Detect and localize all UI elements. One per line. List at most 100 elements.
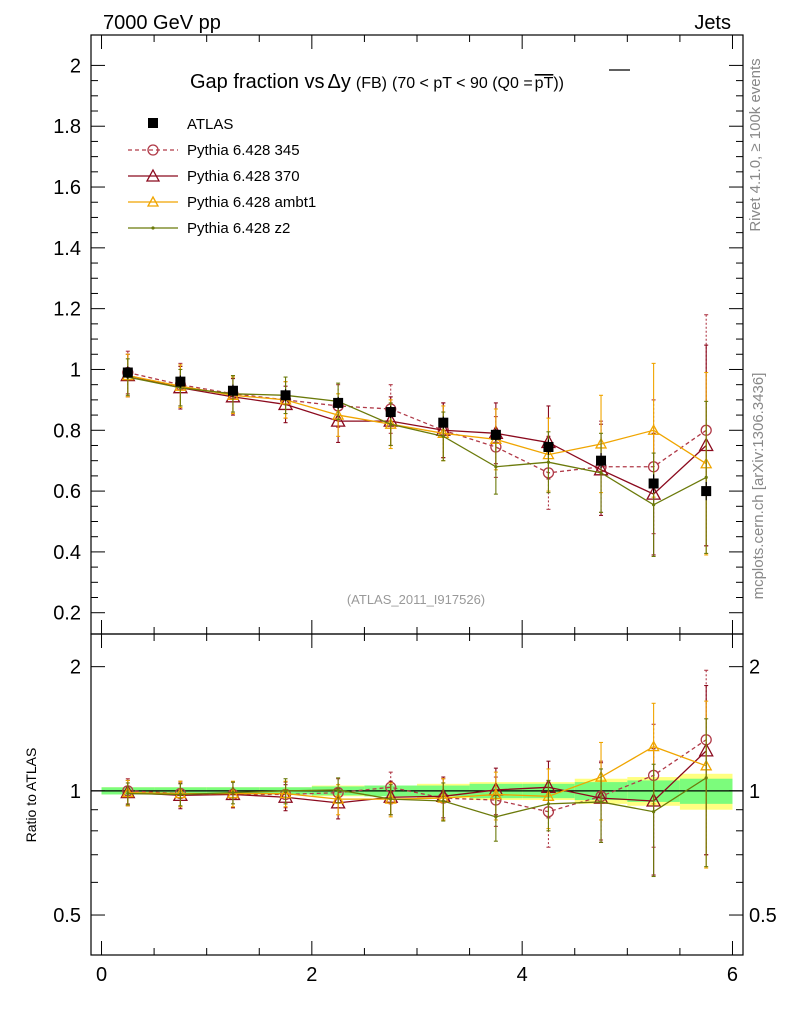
z2-point [389,797,393,801]
ratio-y-tick-label-right: 1 [749,781,760,803]
atlas-point [648,478,659,489]
mcplots-label: mcplots.cern.ch [arXiv:1306.3436] [750,373,767,600]
main-y-tick-label: 1.2 [53,299,81,321]
ratio-panel: 0.5 0.5 1 1 2 2 0 2 4 6 Ratio to ATLAS [23,633,777,986]
ratio-x-tick-label: 6 [727,964,738,986]
legend-atlas-label: ATLAS [187,116,233,133]
z2-point [599,471,603,475]
ratio-y-tick-labels: 0.5 0.5 1 1 2 2 [53,657,777,927]
ratio-y-axis-label: Ratio to ATLAS [23,748,39,843]
ratio-x-tick-label: 2 [306,964,317,986]
legend-370-marker [145,168,161,182]
z2-point [704,776,708,780]
ambt1-point [647,740,660,752]
main-y-tick-labels: 0.2 0.4 0.6 0.8 1 1.2 1.4 1.6 1.8 2 [53,55,81,624]
z2-point [546,802,551,806]
main-y-tick-label: 1.8 [53,116,81,138]
main-ambt1-line [127,374,707,465]
ratio-x-tick-label: 0 [96,964,107,986]
atlas-point [596,455,607,466]
atlas-point [385,407,396,418]
main-y-tick-label: 0.8 [53,420,81,442]
main-p370-line [127,374,707,495]
ratio-series-p345 [122,669,712,856]
header-right-label: Jets [694,12,731,34]
header-left-label: 7000 GeV pp [103,12,221,34]
legend-345-marker [147,144,159,156]
main-y-tick-label: 0.6 [53,481,81,503]
ratio-y-tick-label: 2 [70,657,81,679]
ratio-uncertainty-band [101,773,733,810]
z2-point [441,434,445,438]
z2-point [652,503,656,507]
z2-point [126,791,130,796]
atlas-point [280,390,291,401]
main-y-tick-label: 1.4 [53,238,81,260]
atlas-point [490,429,501,440]
z2-point [336,788,340,792]
title-part-3: (FB) [356,75,387,92]
z2-point [283,789,288,793]
main-p345-line [127,371,707,474]
z2-point [389,422,393,426]
ratio-series-z2 [125,718,709,878]
z2-point [441,799,445,803]
main-series-group [120,314,714,558]
z2-point [652,810,656,814]
z2-point [546,460,551,464]
atlas-point [227,385,238,396]
atlas-point [543,442,554,453]
ratio-z2-line [127,777,707,818]
z2-point [599,800,603,804]
atlas-point [122,367,133,378]
main-series-z2 [125,358,709,558]
main-z2-line [127,376,707,506]
ratio-x-tick-labels: 0 2 4 6 [96,964,738,986]
title-part-6: )) [553,75,564,92]
title-part-4: (70 < pT < 90 (Q0 = [392,75,533,92]
rivet-version-label: Rivet 4.1.0, ≥ 100k events [747,58,764,231]
main-y-tick-label: 1 [70,359,81,381]
legend-ambt1-marker [146,195,160,207]
legend-345-label: Pythia 6.428 345 [187,142,300,159]
ratio-y-tick-label: 1 [70,781,81,803]
main-series-p370 [120,344,714,556]
title-part-1: Gap fraction vs [190,71,325,93]
z2-point [494,815,498,819]
legend-370-label: Pythia 6.428 370 [187,168,300,185]
main-y-tick-label: 0.2 [53,603,81,625]
main-y-tick-label: 2 [70,55,81,77]
ratio-series-group [120,669,714,878]
legend-atlas-marker [148,118,158,128]
ratio-y-tick-label-right: 2 [749,657,760,679]
ratio-panel-frame [90,633,744,956]
legend-z2-marker [151,226,155,230]
legend: ATLAS Pythia 6.428 345 Pythia 6.428 370 … [128,116,316,237]
z2-point [231,791,235,795]
ratio-p370-line [127,750,707,804]
title-part-5: pT [535,75,554,92]
z2-point [494,465,498,469]
legend-z2-label: Pythia 6.428 z2 [187,220,290,237]
atlas-point [175,376,186,387]
main-series-atlas [122,366,712,501]
z2-point [178,792,182,797]
atlas-point [333,397,344,408]
main-axis-ticks [91,35,743,634]
main-y-tick-label: 0.4 [53,542,81,564]
atlas-point [701,486,712,497]
legend-ambt1-label: Pythia 6.428 ambt1 [187,194,316,211]
main-y-tick-label: 1.6 [53,177,81,199]
plot-title: Gap fraction vs Δy (FB) (70 < pT < 90 (Q0 =… [190,71,564,93]
main-series-ambt1 [121,353,713,556]
ratio-axis-ticks [91,634,743,956]
main-panel: 0.2 0.4 0.6 0.8 1 1.2 1.4 1.6 1.8 2 Gap fraction … [53,34,744,635]
analysis-watermark: (ATLAS_2011_I917526) [347,592,485,607]
z2-point [704,475,708,480]
ratio-x-tick-label: 4 [517,964,528,986]
title-part-2: Δy [328,71,351,93]
ambt1-point [647,423,660,435]
atlas-point [438,417,449,428]
ratio-y-tick-label: 0.5 [53,905,81,927]
